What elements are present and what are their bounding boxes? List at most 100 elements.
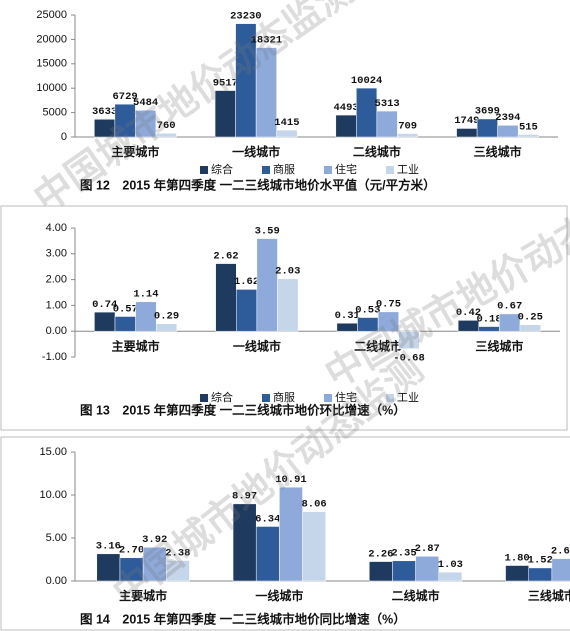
data-label: 760 [157, 120, 176, 132]
bar [276, 129, 298, 138]
data-label: 23230 [230, 10, 262, 22]
bar [376, 110, 398, 138]
data-label: 3.59 [255, 225, 280, 237]
data-label: 0.42 [456, 307, 481, 319]
y-tick-label: 1.00 [46, 299, 67, 311]
data-label: 8.06 [302, 498, 327, 510]
data-label: 6.34 [255, 513, 280, 525]
caption: 图 12 2015 年第四季度 一二三线城市地价水平值（元/平方米） [80, 177, 436, 192]
bar [236, 289, 258, 332]
bar [114, 316, 136, 332]
data-label: 5313 [375, 98, 400, 110]
y-tick-label: 15.00 [39, 446, 67, 458]
x-tick-label: 三线城市 [528, 588, 570, 603]
y-tick-label: 10000 [36, 82, 67, 94]
data-label: 3633 [92, 106, 117, 118]
y-tick-label: 25000 [36, 9, 67, 21]
data-label: 1.03 [438, 559, 463, 571]
bar [551, 558, 570, 582]
bar [369, 561, 393, 582]
legend-label: 住宅 [335, 162, 357, 176]
y-tick-label: 15000 [36, 58, 67, 70]
bar [377, 311, 399, 332]
bar [478, 326, 500, 332]
x-tick-label: 三线城市 [475, 338, 523, 353]
bar [497, 125, 519, 138]
data-label: 0.67 [497, 301, 522, 313]
legend-swatch [386, 166, 394, 174]
bar [415, 556, 440, 582]
data-label: 2394 [495, 112, 520, 124]
data-label: 1749 [454, 115, 479, 127]
bar [336, 322, 358, 332]
legend-swatch [262, 166, 270, 174]
data-label: 3.16 [96, 541, 121, 553]
y-tick-label: 2.00 [46, 274, 67, 286]
bar [457, 320, 480, 332]
y-tick-label: 10.00 [39, 489, 67, 501]
data-label: 2.35 [391, 548, 416, 560]
data-label: 3.92 [142, 534, 167, 546]
bar [397, 133, 419, 138]
x-tick-label: 二线城市 [354, 338, 402, 353]
data-label: 2.38 [165, 547, 190, 559]
data-label: -0.68 [393, 353, 425, 365]
data-label: 10.91 [275, 474, 307, 486]
bar [255, 47, 277, 138]
data-label: 1.52 [528, 555, 553, 567]
x-tick-label: 一线城市 [232, 144, 280, 159]
data-label: 2.60 [551, 545, 570, 557]
data-label: 709 [398, 120, 417, 132]
data-label: 0.53 [355, 304, 380, 316]
legend-label: 工业 [397, 391, 419, 404]
chart-frame [0, 436, 570, 631]
data-label: 0.57 [113, 303, 138, 315]
y-tick-label: 3.00 [46, 248, 67, 260]
bar [135, 109, 157, 138]
bar [517, 134, 539, 138]
data-label: 0.75 [376, 299, 401, 311]
data-label: 6729 [113, 91, 138, 103]
legend-label: 商服 [273, 162, 295, 176]
data-label: 5484 [133, 97, 158, 109]
bar [155, 323, 178, 332]
legend-label: 综合 [211, 162, 233, 176]
bar [392, 560, 416, 582]
data-label: 1.80 [505, 552, 530, 564]
data-label: 8.97 [232, 491, 257, 503]
data-label: 2.87 [415, 543, 440, 555]
bar [398, 330, 420, 349]
y-tick-label: 0.00 [46, 325, 67, 337]
legend-swatch [200, 394, 208, 402]
bar [438, 571, 463, 582]
x-tick-label: 二线城市 [353, 144, 401, 159]
data-label: 2.62 [213, 250, 238, 262]
bar [356, 87, 378, 138]
data-label: 515 [519, 121, 538, 133]
x-tick-label: 一线城市 [233, 338, 281, 353]
data-label: 9517 [213, 77, 238, 89]
data-label: 18321 [251, 34, 283, 46]
legend-label: 商服 [273, 390, 295, 404]
data-label: 0.25 [518, 312, 543, 324]
bar [155, 133, 177, 138]
y-tick-label: 0.00 [46, 575, 67, 587]
x-tick-label: 一线城市 [255, 588, 303, 603]
data-label: 1415 [274, 117, 299, 129]
data-label: 10024 [351, 75, 383, 87]
bar [255, 526, 280, 582]
x-tick-label: 主要城市 [119, 588, 167, 603]
legend-swatch [200, 166, 208, 174]
data-label: 0.31 [335, 310, 360, 322]
legend-label: 综合 [211, 390, 233, 404]
y-tick-label: 4.00 [46, 222, 67, 234]
chart-frame [0, 205, 568, 431]
data-label: 0.29 [154, 310, 179, 322]
bar [302, 511, 326, 582]
bar [166, 560, 190, 582]
bar [505, 565, 529, 582]
y-tick-label: 20000 [36, 33, 67, 45]
x-tick-label: 二线城市 [392, 588, 440, 603]
caption: 图 14 2015 年第四季度 一二三线城市地价同比增速（%） [80, 611, 406, 626]
